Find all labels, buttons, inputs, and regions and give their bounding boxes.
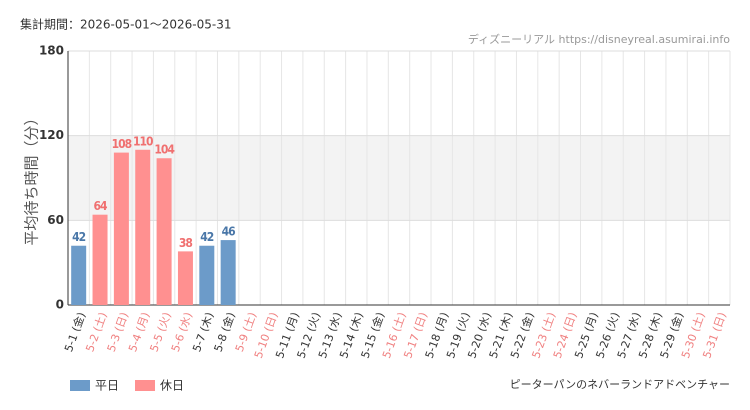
legend-label: 休日 bbox=[160, 379, 184, 393]
value-label: 110 bbox=[133, 134, 153, 148]
legend-swatch bbox=[70, 380, 90, 391]
y-tick-label: 120 bbox=[39, 128, 64, 142]
bar bbox=[135, 149, 151, 305]
y-axis-label: 平均待ち時間（分） bbox=[23, 110, 41, 245]
attraction: ピーターパンのネバーランドアドベンチャー bbox=[510, 378, 730, 391]
y-tick-label: 60 bbox=[47, 213, 64, 227]
y-tick-label: 180 bbox=[39, 44, 64, 58]
bar bbox=[92, 214, 108, 305]
value-label: 108 bbox=[112, 137, 132, 151]
bar bbox=[113, 152, 129, 305]
value-label: 38 bbox=[179, 236, 193, 250]
value-label: 104 bbox=[154, 143, 175, 157]
y-tick-label: 0 bbox=[56, 298, 64, 312]
bar bbox=[177, 251, 193, 305]
value-label: 42 bbox=[72, 230, 86, 244]
value-label: 46 bbox=[222, 225, 236, 239]
period: 集計期間：2026-05-01～2026-05-31 bbox=[20, 17, 231, 32]
bar bbox=[156, 158, 172, 305]
legend-swatch bbox=[135, 380, 155, 391]
source: ディズニーリアル https://disneyreal.asumirai.inf… bbox=[468, 32, 730, 46]
value-label: 42 bbox=[200, 230, 214, 244]
value-label: 64 bbox=[94, 199, 109, 213]
bar bbox=[220, 240, 236, 305]
legend-label: 平日 bbox=[95, 379, 119, 393]
bar bbox=[71, 245, 87, 305]
bar bbox=[199, 245, 215, 305]
shaded-band bbox=[68, 135, 730, 221]
